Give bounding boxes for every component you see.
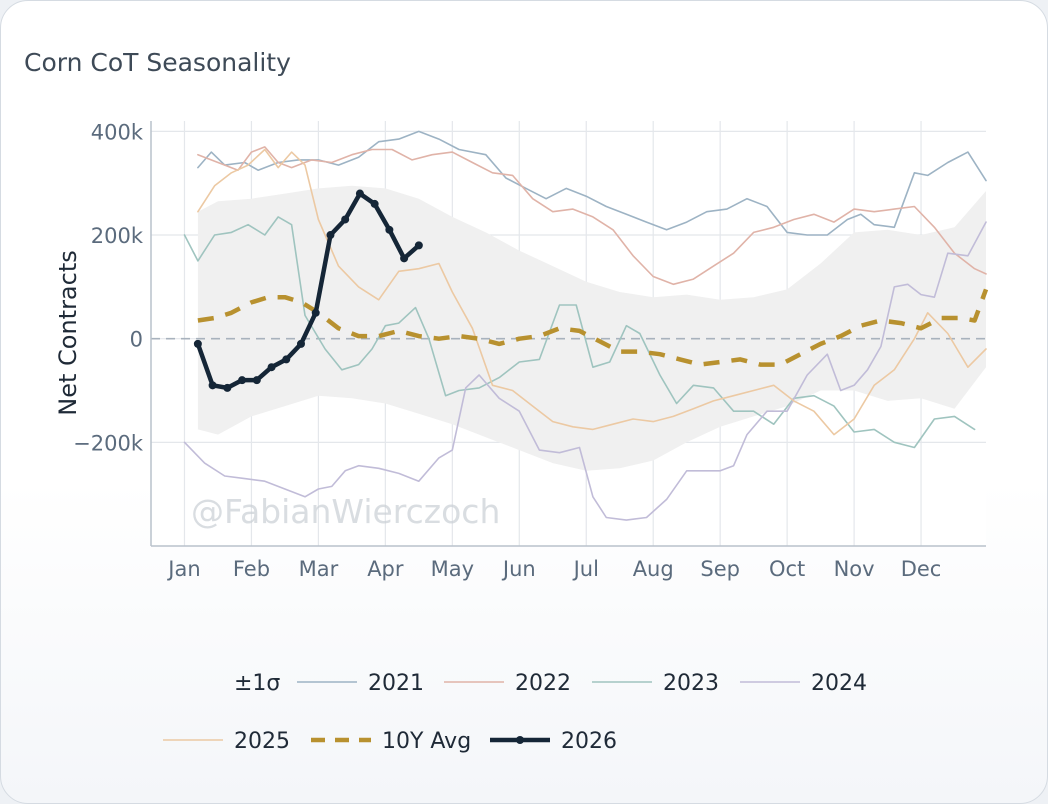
x-tick-label: Sep (700, 557, 740, 581)
x-tick-label: Oct (769, 557, 805, 581)
x-tick-label: May (431, 557, 474, 581)
series-point-2026 (252, 376, 261, 385)
y-axis-title: Net Contracts (54, 250, 82, 416)
x-tick-label: Apr (367, 557, 404, 581)
x-tick-label: Aug (633, 557, 674, 581)
legend-label-2025: 2025 (234, 729, 290, 754)
series-point-2026 (296, 339, 305, 348)
legend: ±1σ 2021 2022 2023 2024 2025 10Y Avg 2026 (163, 671, 867, 754)
legend-label-10Y Avg: 10Y Avg (382, 729, 471, 754)
y-tick-label: −200k (73, 431, 144, 455)
series-point-2026 (223, 383, 232, 392)
series-point-2026 (370, 199, 379, 208)
series-point-2026 (282, 355, 291, 364)
legend-label-2023: 2023 (663, 671, 719, 696)
series-point-2026 (238, 376, 247, 385)
series-point-2026 (355, 189, 364, 198)
x-tick-label: Feb (233, 557, 270, 581)
series-point-2026 (193, 339, 202, 348)
sigma-band (197, 185, 986, 471)
series-line-2024 (183, 221, 987, 521)
chart-title: Corn CoT Seasonality (24, 48, 291, 77)
y-tick-label: 0 (130, 328, 143, 352)
legend-marker-2026 (516, 736, 524, 744)
legend-label-2022: 2022 (515, 671, 571, 696)
legend-label-band: ±1σ (234, 671, 280, 696)
series-point-2026 (385, 225, 394, 234)
x-tick-label: Jan (166, 557, 200, 581)
y-tick-label: 400k (91, 120, 144, 144)
series-line-2025 (197, 148, 987, 436)
x-tick-label: Nov (834, 557, 875, 581)
legend-label-2021: 2021 (368, 671, 424, 696)
series-point-2026 (400, 254, 409, 263)
series-point-2026 (326, 231, 335, 240)
legend-label-2024: 2024 (811, 671, 867, 696)
series-point-2026 (341, 215, 350, 224)
x-tick-label: Jul (572, 557, 599, 581)
series-point-2026 (414, 241, 423, 250)
x-tick-label: Dec (901, 557, 942, 581)
watermark: @FabianWierczoch (191, 492, 500, 531)
series-point-2026 (208, 381, 217, 390)
x-tick-label: Mar (299, 557, 339, 581)
x-tick-label: Jun (501, 557, 536, 581)
series-point-2026 (311, 308, 320, 317)
series-line-2026 (195, 191, 422, 391)
legend-label-2026: 2026 (561, 729, 617, 754)
series-line-2022 (197, 146, 987, 286)
y-tick-label: 200k (91, 224, 144, 248)
series-point-2026 (267, 363, 276, 372)
